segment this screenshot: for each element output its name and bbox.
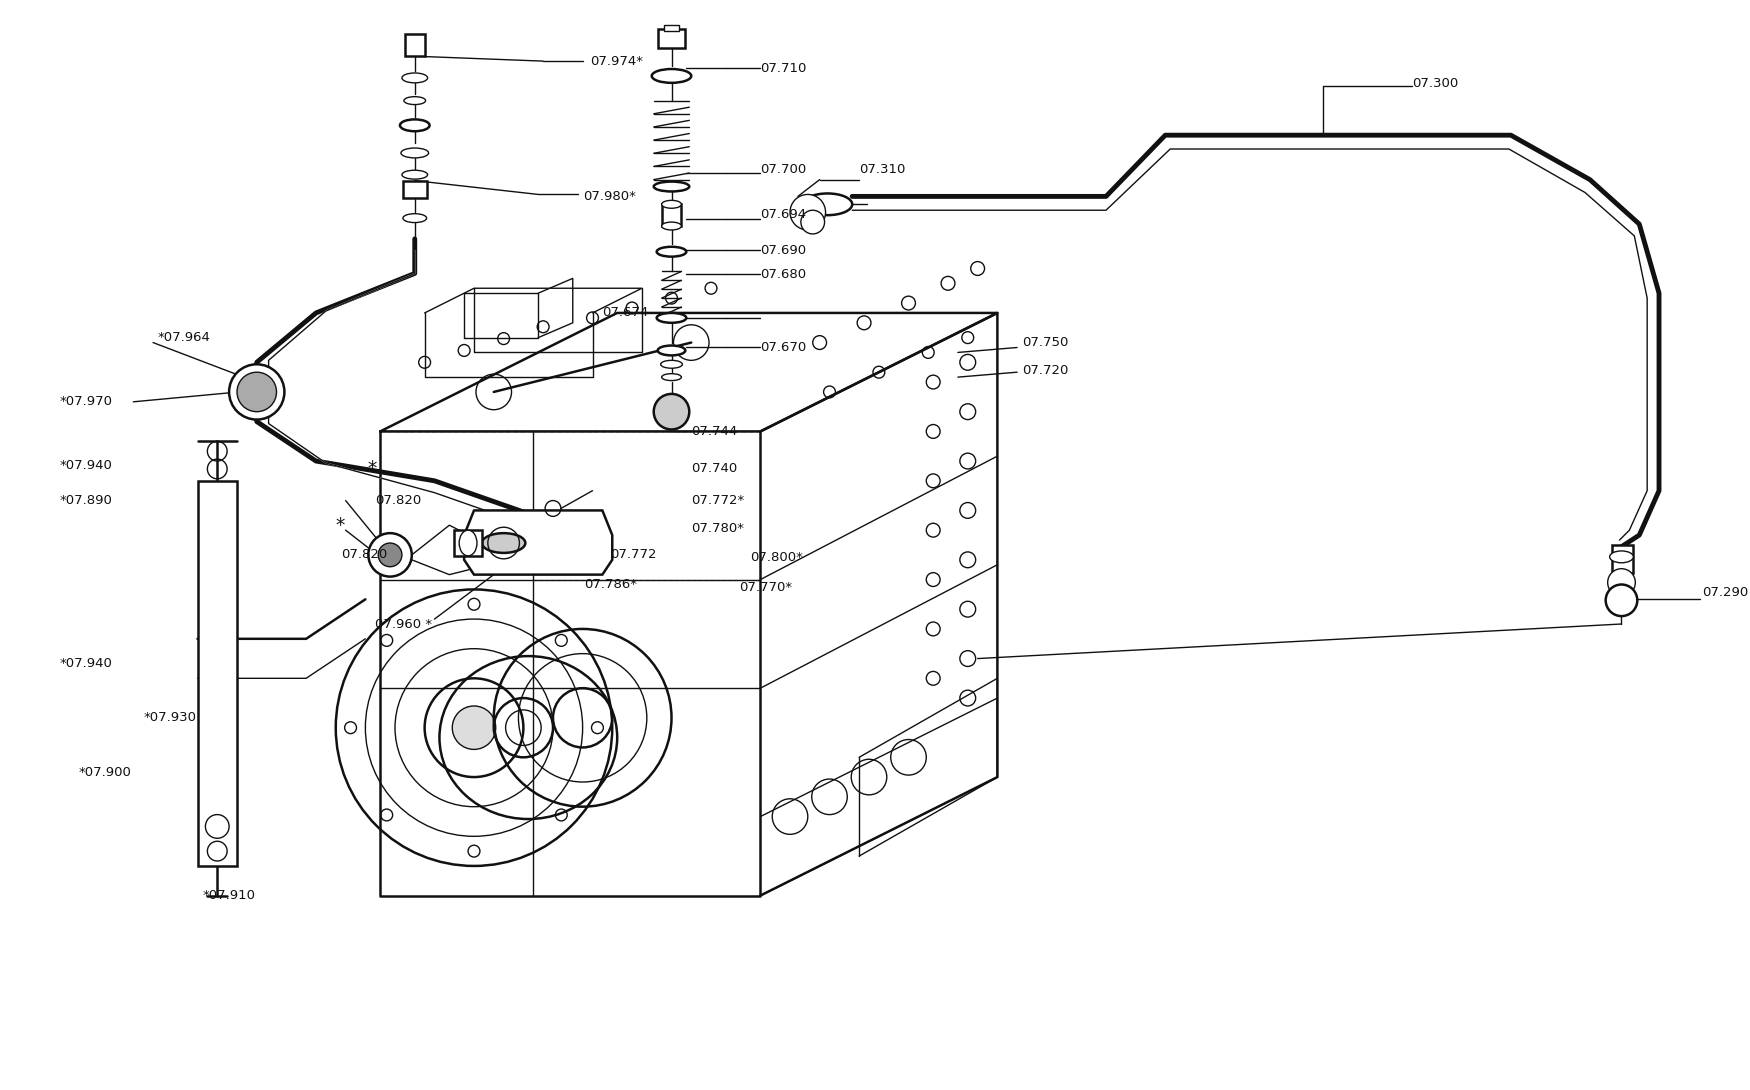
Ellipse shape <box>401 148 429 158</box>
Text: *07.940: *07.940 <box>60 657 112 670</box>
Ellipse shape <box>656 246 686 256</box>
Text: *07.910: *07.910 <box>203 889 255 903</box>
Text: 07.744: 07.744 <box>691 425 737 438</box>
Ellipse shape <box>1610 550 1633 562</box>
Text: *07.964: *07.964 <box>158 331 212 344</box>
Text: 07.980*: 07.980* <box>583 190 635 203</box>
Polygon shape <box>198 481 236 865</box>
Ellipse shape <box>481 533 525 553</box>
Ellipse shape <box>401 120 429 131</box>
Text: 07.800*: 07.800* <box>751 552 803 565</box>
Bar <box>404 35 425 57</box>
Text: 07.770*: 07.770* <box>738 581 791 594</box>
Text: 07.690: 07.690 <box>761 244 807 257</box>
Bar <box>1612 545 1633 572</box>
Text: 07.820: 07.820 <box>341 548 387 561</box>
Text: *07.890: *07.890 <box>60 494 112 507</box>
Text: 07.772: 07.772 <box>611 548 656 561</box>
Circle shape <box>368 533 411 577</box>
Text: 07.700: 07.700 <box>761 164 807 177</box>
Ellipse shape <box>662 361 682 368</box>
Circle shape <box>452 706 495 750</box>
Circle shape <box>1608 569 1634 596</box>
Text: *: * <box>368 460 376 479</box>
Text: 07.680: 07.680 <box>761 268 807 281</box>
Bar <box>663 25 679 31</box>
Ellipse shape <box>402 214 427 222</box>
Text: 07.820: 07.820 <box>374 494 422 507</box>
Ellipse shape <box>662 222 681 230</box>
Ellipse shape <box>518 513 548 528</box>
Circle shape <box>1606 584 1638 616</box>
Ellipse shape <box>654 182 690 192</box>
Text: 07.720: 07.720 <box>1022 364 1069 377</box>
Text: 07.780*: 07.780* <box>691 522 744 535</box>
Text: 07.786*: 07.786* <box>584 578 637 591</box>
Text: 07.740: 07.740 <box>691 462 737 475</box>
Text: *07.930: *07.930 <box>144 712 196 725</box>
Ellipse shape <box>458 530 478 556</box>
Circle shape <box>789 194 826 230</box>
Text: *: * <box>336 516 345 535</box>
Text: 07.960 *: 07.960 * <box>374 618 432 630</box>
Ellipse shape <box>662 201 681 208</box>
Circle shape <box>378 543 402 567</box>
Circle shape <box>802 210 824 234</box>
Bar <box>402 181 427 198</box>
Bar <box>455 530 481 556</box>
Bar <box>662 204 681 226</box>
Circle shape <box>229 364 285 420</box>
Ellipse shape <box>656 313 686 323</box>
Text: 07.300: 07.300 <box>1412 77 1458 90</box>
Text: *07.940: *07.940 <box>60 460 112 472</box>
Text: 07.772*: 07.772* <box>691 494 744 507</box>
Ellipse shape <box>402 73 427 83</box>
Circle shape <box>654 393 690 429</box>
Text: 07.674: 07.674 <box>602 306 649 319</box>
Ellipse shape <box>803 193 852 215</box>
Bar <box>658 28 686 48</box>
Text: 07.670: 07.670 <box>761 341 807 354</box>
Text: 07.710: 07.710 <box>761 61 807 74</box>
Text: 07.750: 07.750 <box>1022 336 1069 349</box>
Ellipse shape <box>658 346 686 355</box>
Text: 07.310: 07.310 <box>859 164 905 177</box>
Ellipse shape <box>404 97 425 105</box>
Text: *07.970: *07.970 <box>60 396 112 409</box>
Text: *07.900: *07.900 <box>79 765 131 778</box>
Ellipse shape <box>402 170 427 179</box>
Circle shape <box>236 372 276 412</box>
Text: 07.694: 07.694 <box>761 208 807 220</box>
Polygon shape <box>464 510 612 574</box>
Text: 07.974*: 07.974* <box>590 54 644 68</box>
Ellipse shape <box>651 69 691 83</box>
Text: 07.290: 07.290 <box>1703 586 1748 598</box>
